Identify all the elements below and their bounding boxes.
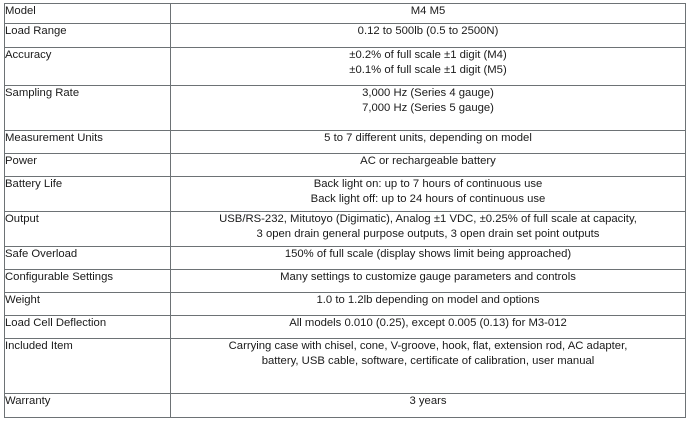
value-line: 150% of full scale (display shows limit … [284,248,572,260]
row-value-sampling-rate: 3,000 Hz (Series 4 gauge) 7,000 Hz (Seri… [170,85,686,131]
row-label-power: Power [4,153,171,177]
value-line: ±0.1% of full scale ±1 digit (M5) [349,63,507,76]
value-line: 1.0 to 1.2lb depending on model and opti… [316,294,540,306]
value-line: Carrying case with chisel, cone, V-groov… [228,340,628,352]
row-label-load-range: Load Range [4,23,171,48]
value-line: 3,000 Hz (Series 4 gauge) [362,87,494,99]
table-row: Battery Life Back light on: up to 7 hour… [4,176,686,212]
table-row: Model M4 M5 [4,3,686,24]
table-row: Output USB/RS-232, Mitutoyo (Digimatic),… [4,211,686,247]
table-row: Configurable Settings Many settings to c… [4,269,686,293]
table-body: Model M4 M5 Load Range 0.12 to 500lb (0.… [4,3,686,418]
value-line: M4 M5 [410,5,446,17]
table-row: Load Cell Deflection All models 0.010 (0… [4,315,686,339]
table-row: Safe Overload 150% of full scale (displa… [4,246,686,270]
value-line: AC or rechargeable battery [360,155,496,167]
row-value-output: USB/RS-232, Mitutoyo (Digimatic), Analog… [170,211,686,247]
row-label-measurement-units: Measurement Units [4,130,171,154]
row-label-configurable-settings: Configurable Settings [4,269,171,293]
table-row: Accuracy ±0.2% of full scale ±1 digit (M… [4,47,686,86]
row-value-battery-life: Back light on: up to 7 hours of continuo… [170,176,686,212]
row-value-accuracy: ±0.2% of full scale ±1 digit (M4) ±0.1% … [170,47,686,86]
value-line: ±0.2% of full scale ±1 digit (M4) [349,49,507,61]
value-line: Many settings to customize gauge paramet… [280,271,576,283]
table-row: Power AC or rechargeable battery [4,153,686,177]
value-line: 5 to 7 different units, depending on mod… [324,132,532,144]
row-label-accuracy: Accuracy [4,47,171,86]
row-value-load-cell-deflection: All models 0.010 (0.25), except 0.005 (0… [170,315,686,339]
row-value-included-item: Carrying case with chisel, cone, V-groov… [170,338,686,394]
row-value-warranty: 3 years [170,393,686,418]
row-label-sampling-rate: Sampling Rate [4,85,171,131]
value-line: 3 years [409,395,447,407]
specifications-table: Model M4 M5 Load Range 0.12 to 500lb (0.… [4,3,686,418]
row-label-load-cell-deflection: Load Cell Deflection [4,315,171,339]
value-line: Back light on: up to 7 hours of continuo… [313,178,543,190]
value-line: battery, USB cable, software, certificat… [261,354,595,367]
value-line: 0.12 to 500lb (0.5 to 2500N) [357,25,499,37]
table-row: Measurement Units 5 to 7 different units… [4,130,686,154]
row-label-output: Output [4,211,171,247]
value-line: USB/RS-232, Mitutoyo (Digimatic), Analog… [219,213,637,225]
row-value-load-range: 0.12 to 500lb (0.5 to 2500N) [170,23,686,48]
row-value-power: AC or rechargeable battery [170,153,686,177]
value-line: 3 open drain general purpose outputs, 3 … [256,227,600,240]
row-label-weight: Weight [4,292,171,316]
value-line: 7,000 Hz (Series 5 gauge) [362,101,494,114]
table-row: Weight 1.0 to 1.2lb depending on model a… [4,292,686,316]
table-row: Warranty 3 years [4,393,686,418]
row-value-safe-overload: 150% of full scale (display shows limit … [170,246,686,270]
row-label-safe-overload: Safe Overload [4,246,171,270]
table-row: Sampling Rate 3,000 Hz (Series 4 gauge) … [4,85,686,131]
row-label-battery-life: Battery Life [4,176,171,212]
row-label-warranty: Warranty [4,393,171,418]
row-value-measurement-units: 5 to 7 different units, depending on mod… [170,130,686,154]
value-line: All models 0.010 (0.25), except 0.005 (0… [289,317,567,329]
value-line: Back light off: up to 24 hours of contin… [310,192,546,205]
row-value-model: M4 M5 [170,3,686,24]
table-row: Included Item Carrying case with chisel,… [4,338,686,394]
table-row: Load Range 0.12 to 500lb (0.5 to 2500N) [4,23,686,48]
row-value-configurable-settings: Many settings to customize gauge paramet… [170,269,686,293]
row-value-weight: 1.0 to 1.2lb depending on model and opti… [170,292,686,316]
row-label-model: Model [4,3,171,24]
row-label-included-item: Included Item [4,338,171,394]
